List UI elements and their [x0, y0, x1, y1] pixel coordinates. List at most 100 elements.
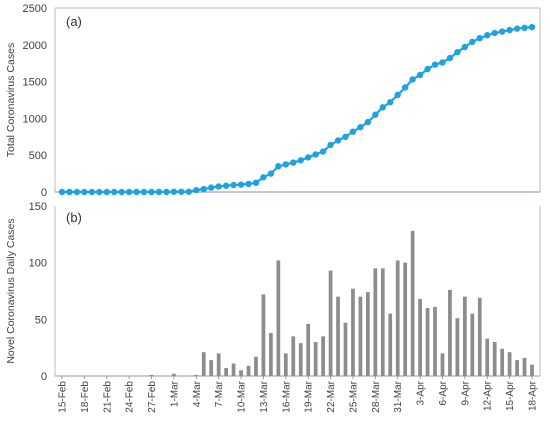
chart-a-data-point — [439, 59, 446, 66]
chart-b-x-tick-label: 15-Feb — [58, 381, 69, 413]
chart-a-data-point — [357, 124, 364, 131]
chart-a-y-tick-label: 1500 — [23, 77, 47, 89]
chart-a-data-point — [155, 188, 163, 196]
chart-b-bar — [194, 374, 199, 376]
chart-a-y-axis-label: Total Coronavirus Cases — [5, 43, 17, 157]
chart-b-bar — [403, 262, 408, 376]
chart-b-x-tick-label: 31-Mar — [393, 380, 404, 412]
chart-b-bar — [433, 306, 437, 376]
chart-a-data-point — [454, 48, 461, 56]
chart-a-data-point — [334, 137, 342, 144]
chart-a-data-point — [394, 91, 401, 99]
chart-a-data-point — [521, 24, 528, 32]
chart-a-data-point — [140, 188, 148, 196]
chart-b-x-tick-label: 12-Apr — [483, 380, 494, 411]
chart-a-data-point — [125, 188, 133, 196]
chart-b-bar — [336, 296, 340, 376]
chart-a-data-point — [58, 188, 66, 196]
chart-b-bar — [522, 357, 527, 376]
chart-b-bar — [321, 336, 325, 376]
chart-a-data-point — [491, 29, 498, 37]
chart-b-bar — [418, 298, 422, 376]
chart-a-data-point — [513, 25, 521, 32]
chart-b-bar — [366, 292, 370, 376]
chart-a-data-point — [506, 26, 513, 34]
chart-a-data-point — [349, 128, 357, 135]
chart-b-bar — [358, 296, 363, 376]
chart-b-bar — [209, 360, 214, 376]
chart-b-bar — [440, 353, 445, 376]
chart-a-data-point — [245, 180, 252, 188]
chart-b-bar — [448, 289, 452, 376]
chart-b-bar — [224, 368, 228, 376]
chart-a-data-point — [111, 188, 118, 196]
chart-b-bar — [216, 353, 221, 376]
chart-b-bar — [201, 352, 206, 376]
chart-b-bar — [492, 342, 497, 376]
chart-a-data-point — [66, 188, 73, 196]
chart-a-data-point — [73, 188, 81, 196]
chart-a-data-point — [103, 188, 110, 196]
chart-b-bar — [254, 356, 258, 376]
chart-b-x-tick-label: 13-Mar — [259, 380, 270, 412]
chart-b-bar — [530, 364, 534, 376]
chart-a-data-point — [379, 104, 386, 111]
chart-b-bar — [380, 268, 385, 376]
chart-b-bar — [455, 318, 460, 376]
chart-b-bar — [269, 332, 273, 376]
chart-a-data-point — [133, 188, 140, 196]
chart-a-data-point — [208, 184, 215, 191]
chart-b-bar — [410, 230, 415, 376]
chart-b-bar — [477, 297, 482, 376]
chart-b-bar — [276, 260, 281, 376]
chart-b-x-tick-label: 21-Feb — [102, 381, 113, 413]
chart-a-data-point — [528, 23, 536, 31]
chart-b-bar — [515, 360, 519, 376]
chart-b-y-tick-label: 50 — [35, 314, 47, 326]
chart-a-data-point — [237, 181, 245, 188]
chart-a-y-tick-label: 0 — [41, 187, 47, 199]
chart-b-panel-label: (b) — [66, 210, 82, 225]
chart-a-data-point — [498, 28, 506, 35]
chart-a-data-point — [178, 188, 185, 195]
chart-a-panel-label: (a) — [66, 14, 82, 29]
chart-b-x-tick-label: 3-Apr — [416, 380, 427, 405]
chart-a-data-point — [215, 183, 222, 190]
chart-a-data-point — [364, 118, 372, 126]
chart-b-bar — [328, 270, 333, 376]
chart-b-x-tick-label: 16-Mar — [281, 380, 292, 412]
chart-b-bar — [425, 308, 430, 376]
chart-a-data-point — [185, 188, 193, 195]
chart-a-data-point — [342, 133, 349, 140]
chart-a-data-point — [290, 159, 297, 166]
chart-a-data-point — [200, 185, 207, 193]
chart-a-data-point — [446, 54, 454, 62]
chart-a-data-point — [312, 151, 319, 158]
chart-a-data-point — [252, 179, 260, 186]
chart-b-x-tick-label: 24-Feb — [125, 381, 136, 413]
chart-a-y-tick-label: 2000 — [23, 40, 47, 52]
chart-b-x-tick-label: 15-Apr — [505, 380, 516, 411]
chart-b-bar — [462, 296, 467, 376]
chart-b-x-tick-label: 9-Apr — [460, 380, 471, 405]
chart-a-data-point — [193, 186, 200, 194]
chart-a-data-point — [230, 181, 237, 189]
chart-a-data-point — [484, 32, 491, 39]
chart-b-x-tick-label: 10-Mar — [237, 380, 248, 412]
chart-b-bar — [388, 313, 393, 376]
chart-a-data-point — [461, 43, 469, 51]
chart-b-x-tick-label: 18-Apr — [528, 380, 539, 411]
chart-a: 0 500 1000 1500 2000 2500 (a) Total Coronavirus… — [5, 3, 541, 199]
chart-a-series-line — [62, 26, 533, 194]
chart-a-data-point — [88, 188, 96, 196]
chart-a-data-point — [304, 154, 312, 161]
chart-b: 0 50 100 150 (b) Novel Coronavirus Daily Case… — [5, 201, 541, 413]
chart-b-bar — [291, 336, 296, 376]
chart-a-data-point — [297, 157, 304, 164]
chart-b-bar — [500, 348, 505, 376]
chart-b-bar — [239, 370, 243, 376]
chart-b-x-tick-label: 25-Mar — [348, 380, 359, 412]
chart-b-x-tick-label: 27-Feb — [147, 381, 158, 413]
chart-b-bar — [298, 343, 303, 376]
